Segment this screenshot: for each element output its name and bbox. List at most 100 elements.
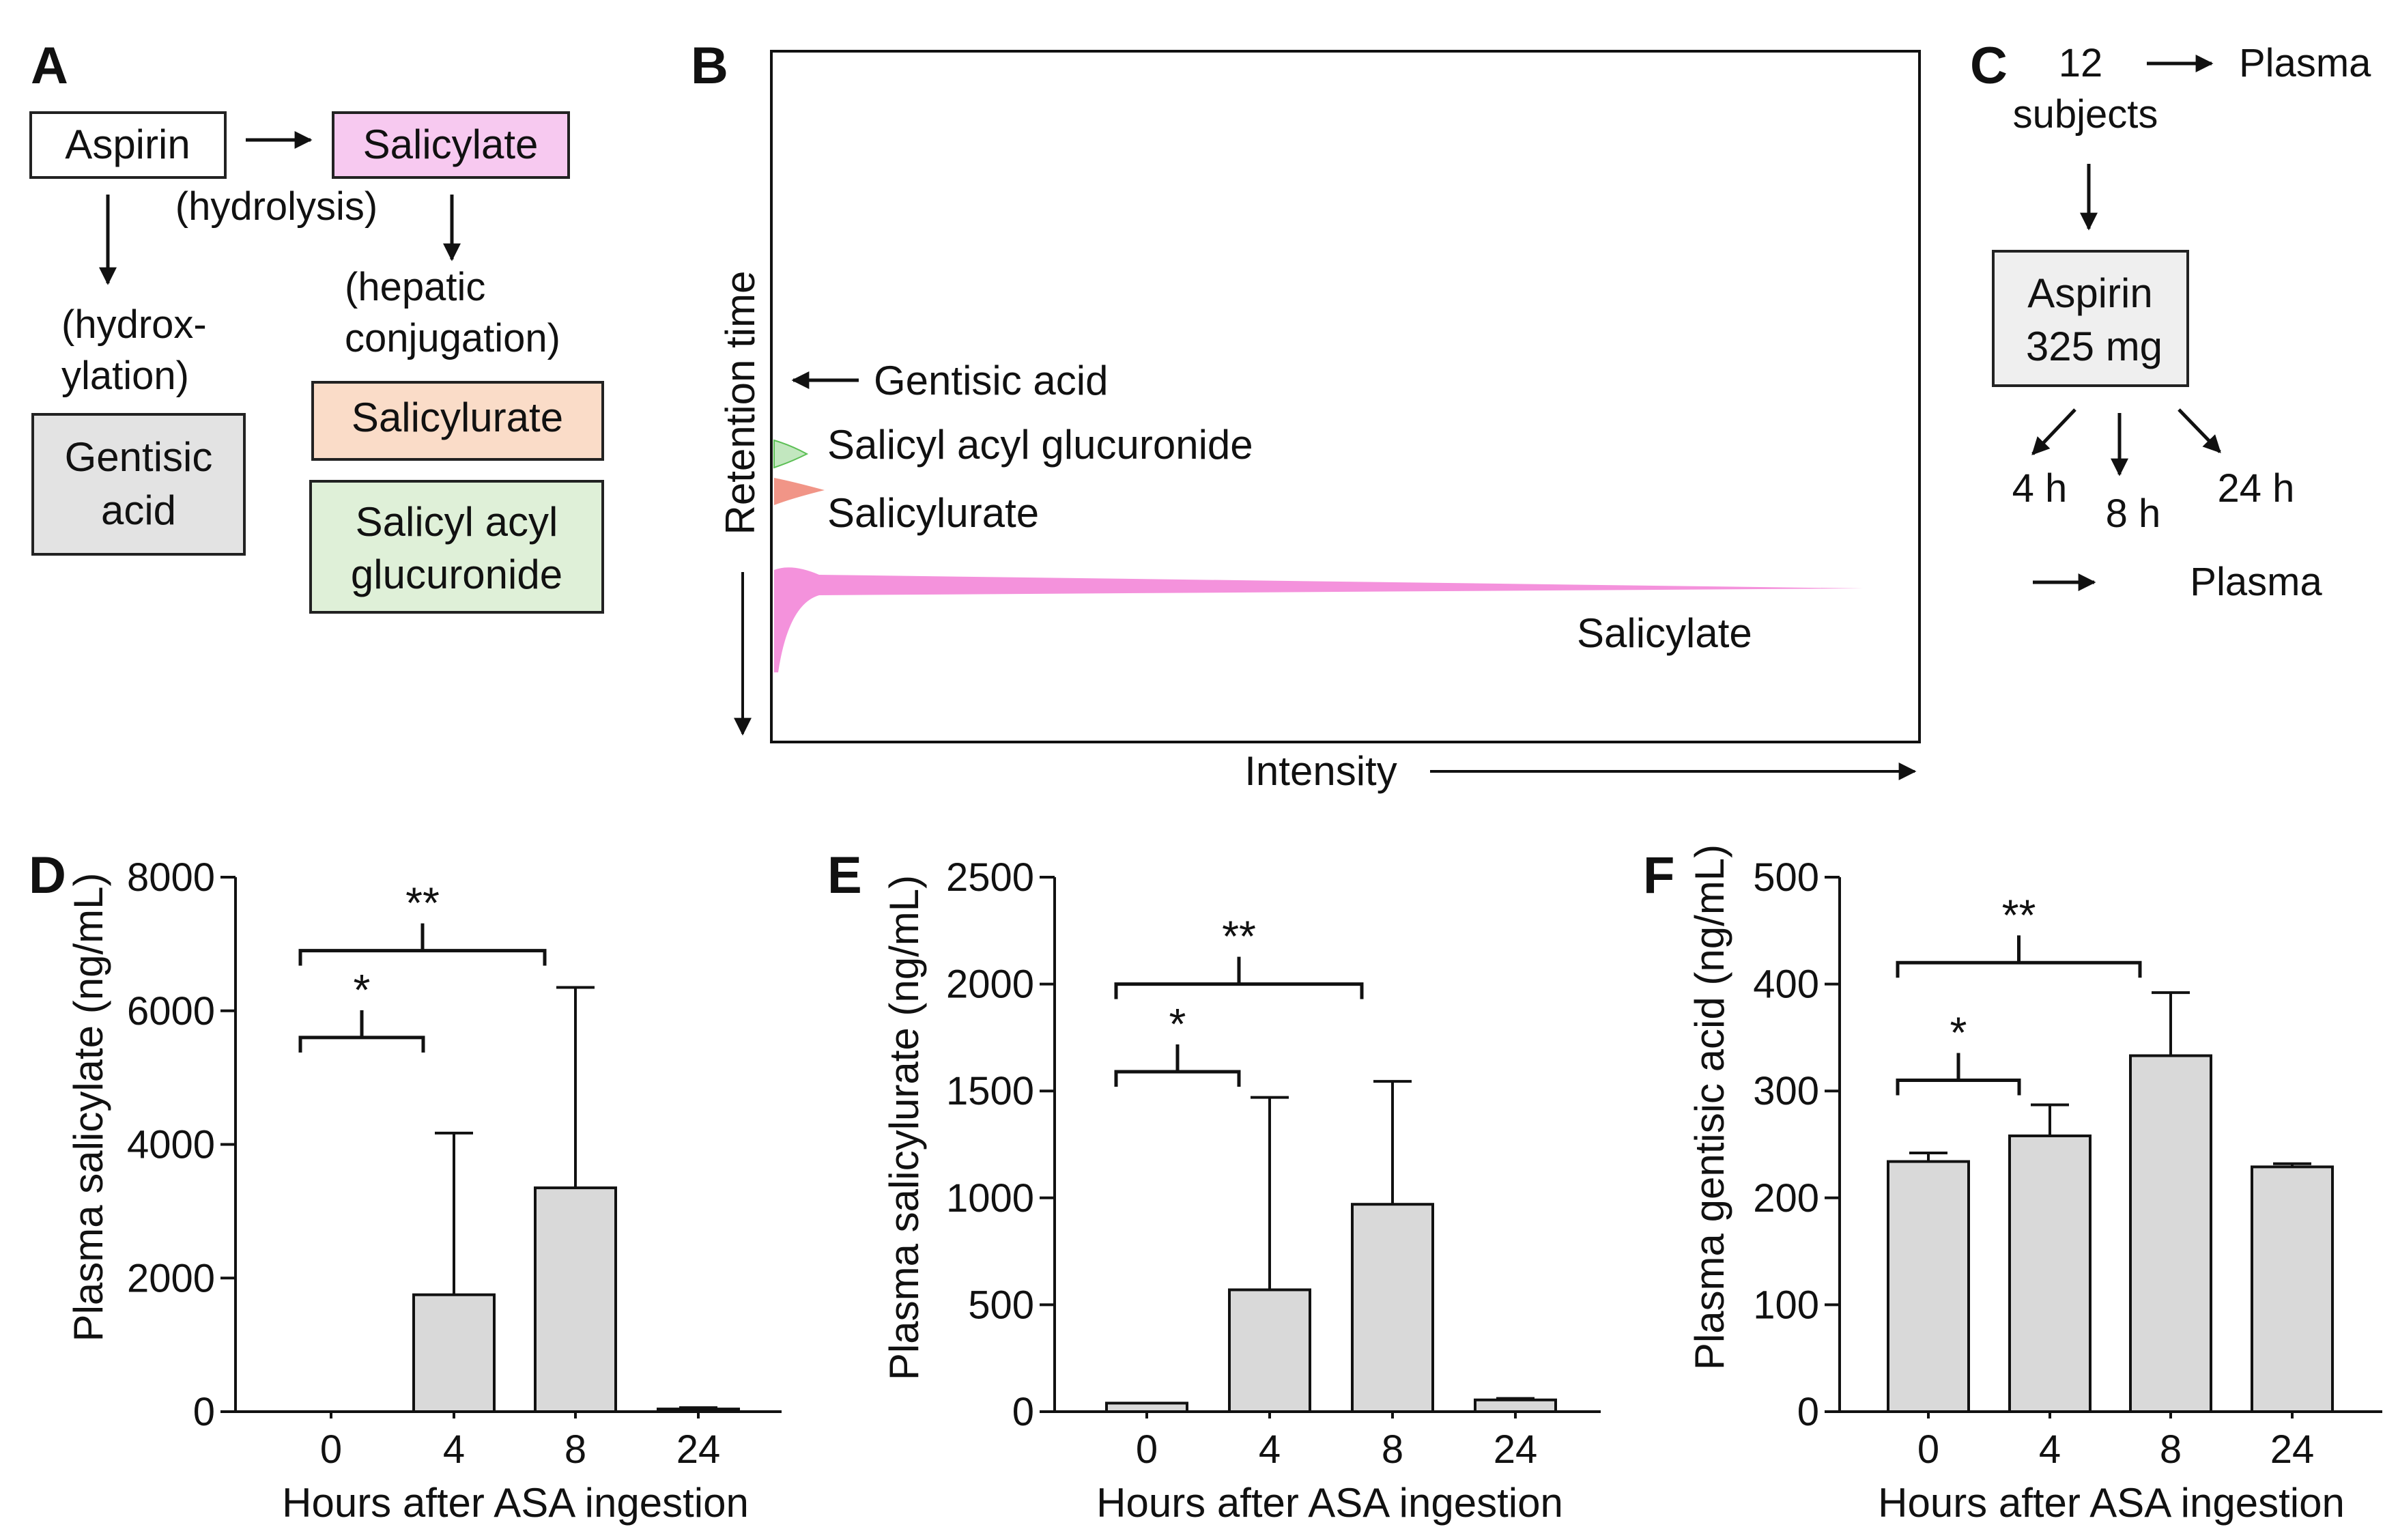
y-tick-label: 2500 (946, 855, 1034, 900)
aspirin-box (29, 111, 227, 179)
y-tick-label: 4000 (127, 1123, 215, 1167)
hepatic-label-2: conjugation) (345, 316, 560, 360)
bar (1105, 1401, 1188, 1413)
significance-bracket (1896, 960, 2142, 978)
significance-bracket (298, 1036, 425, 1053)
x-tick-label: 8 (565, 1427, 586, 1472)
x-tick-label: 24 (1494, 1427, 1538, 1472)
glucuronide-label-2: glucuronide (351, 552, 562, 597)
hydroxylation-label-2: ylation) (61, 354, 189, 398)
x-tick-label: 4 (443, 1427, 465, 1472)
panel-a: A Aspirin Salicylate (hydrolysis) (hydro… (29, 37, 604, 614)
hepatic-label-1: (hepatic (345, 265, 485, 309)
chart-f: F Plasma gentisic acid (ng/mL) Hours aft… (1643, 844, 2382, 1526)
bar (2008, 1134, 2092, 1414)
hydroxylation-label-1: (hydrox- (61, 302, 207, 347)
x-tick-label: 8 (1382, 1427, 1403, 1472)
y-tick-label: 0 (1797, 1390, 1819, 1434)
glucuronide-label-1: Salicyl acyl (356, 499, 558, 545)
bar (1474, 1398, 1557, 1413)
significance-bracket (1114, 1070, 1241, 1087)
time-8h: 8 h (2106, 491, 2161, 536)
bar (2251, 1165, 2334, 1413)
chart-e: E Plasma salicylurate (ng/mL) Hours afte… (827, 846, 1601, 1526)
significance-bracket (298, 949, 547, 966)
arrow-4h (2031, 408, 2076, 455)
panel-c: C 12 subjects Plasma Aspirin 325 mg 4 h … (1970, 37, 2371, 604)
significance-label: ** (2002, 890, 2036, 939)
y-tick-label: 1500 (946, 1069, 1034, 1113)
y-tick-label: 500 (1753, 855, 1819, 900)
time-24h: 24 h (2218, 466, 2295, 511)
bar (1351, 1203, 1434, 1414)
glucuronide-peak-label: Salicyl acyl glucuronide (827, 422, 1253, 468)
aspirin-dose-box (1992, 250, 2189, 387)
salicylate-box (332, 111, 570, 179)
bar (1887, 1160, 1970, 1414)
significance-label: * (354, 965, 371, 1014)
chart-f-xlabel: Hours after ASA ingestion (1878, 1480, 2345, 1526)
y-tick-label: 2000 (946, 962, 1034, 1007)
y-tick-label: 0 (193, 1390, 215, 1434)
time-4h: 4 h (2012, 466, 2068, 511)
dose-label-2: 325 mg (2026, 324, 2163, 369)
panel-c-letter: C (1970, 37, 2008, 95)
gentisic-acid-box (31, 413, 246, 556)
bar (2129, 1054, 2212, 1413)
panel-f-letter: F (1643, 846, 1674, 904)
salicylurate-peak-label: Salicylurate (827, 490, 1039, 536)
y-tick-label: 6000 (127, 989, 215, 1033)
chart-f-ylabel: Plasma gentisic acid (ng/mL) (1687, 844, 1732, 1370)
subjects-word: subjects (2013, 92, 2158, 137)
significance-label: * (1950, 1008, 1967, 1057)
bar (1228, 1288, 1311, 1413)
y-tick-label: 300 (1753, 1069, 1819, 1113)
y-tick-label: 2000 (127, 1256, 215, 1300)
glucuronide-box (309, 480, 604, 614)
salicylate-peak (774, 567, 1864, 672)
gentisic-label-1: Gentisic (65, 434, 213, 480)
bar (534, 1186, 617, 1414)
chart-e-ylabel: Plasma salicylurate (ng/mL) (881, 875, 927, 1380)
plasma-top-label: Plasma (2239, 41, 2371, 85)
y-tick-label: 8000 (127, 855, 215, 900)
x-tick-label: 0 (1917, 1427, 1939, 1472)
panel-e-letter: E (827, 846, 862, 904)
aspirin-label: Aspirin (65, 122, 190, 167)
salicylurate-box (311, 381, 604, 461)
x-tick-label: 24 (676, 1427, 721, 1472)
significance-label: ** (1222, 912, 1256, 961)
intensity-label: Intensity (1244, 748, 1397, 794)
y-tick-label: 0 (1012, 1390, 1034, 1434)
y-tick-label: 500 (968, 1283, 1034, 1327)
x-tick-label: 4 (1259, 1427, 1281, 1472)
significance-label: ** (405, 879, 440, 928)
y-tick-label: 400 (1753, 962, 1819, 1007)
y-tick-label: 100 (1753, 1283, 1819, 1327)
salicylurate-peak (774, 478, 825, 505)
y-tick-label: 200 (1753, 1176, 1819, 1221)
panel-b-letter: B (691, 37, 728, 95)
subjects-count: 12 (2059, 41, 2103, 85)
chart-d-xlabel: Hours after ASA ingestion (282, 1480, 749, 1526)
x-tick-label: 24 (2270, 1427, 2315, 1472)
chart-d-ylabel: Plasma salicylate (ng/mL) (66, 873, 111, 1342)
bar (412, 1293, 496, 1413)
plasma-bottom-label: Plasma (2190, 560, 2322, 604)
significance-bracket (1896, 1079, 2021, 1096)
x-tick-label: 4 (2039, 1427, 2061, 1472)
x-tick-label: 0 (320, 1427, 342, 1472)
bar (657, 1408, 740, 1413)
panel-b: B Gentisic acid Salicyl acyl glucuronide… (691, 37, 1921, 794)
salicylate-label: Salicylate (363, 122, 539, 167)
gentisic-acid-peak-label: Gentisic acid (874, 358, 1108, 403)
chromatogram-frame (770, 50, 1921, 743)
significance-label: * (1169, 999, 1186, 1049)
y-tick-label: 1000 (946, 1176, 1034, 1221)
salicylurate-label: Salicylurate (352, 395, 563, 440)
hydrolysis-label: (hydrolysis) (175, 184, 378, 229)
